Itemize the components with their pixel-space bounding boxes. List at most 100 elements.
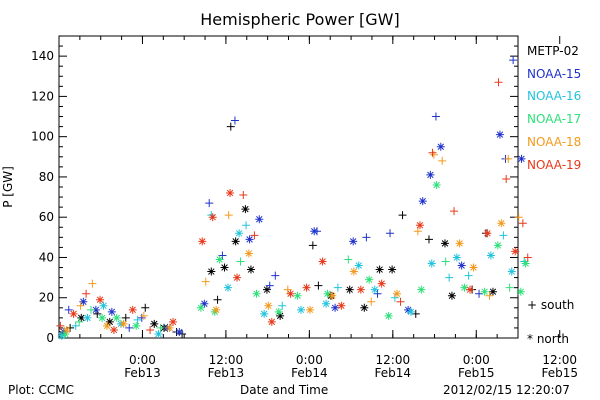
data-point <box>440 239 449 248</box>
data-point <box>244 249 253 258</box>
data-point <box>207 267 216 276</box>
data-point <box>175 327 184 336</box>
data-point <box>370 285 379 294</box>
data-point <box>415 221 424 230</box>
data-point <box>398 211 407 220</box>
series-noaa-19 <box>56 78 532 334</box>
data-point <box>483 229 492 238</box>
data-point <box>314 281 323 290</box>
data-point <box>278 301 287 310</box>
data-point <box>322 299 331 308</box>
legend-entry-noaa-19: NOAA-19 <box>527 157 582 172</box>
data-point <box>252 289 261 298</box>
axes: 0204060801001201400:00Feb1312:00Feb130:0… <box>1 35 578 380</box>
data-point <box>392 289 401 298</box>
data-point <box>99 301 108 310</box>
data-point <box>466 285 475 294</box>
data-point <box>356 285 365 294</box>
data-point <box>105 317 114 326</box>
data-point <box>141 303 150 312</box>
data-point <box>384 311 393 320</box>
data-point <box>495 130 504 139</box>
data-point <box>293 291 302 300</box>
data-point <box>413 227 422 236</box>
data-point <box>418 197 427 206</box>
data-point <box>264 301 273 310</box>
data-point <box>367 297 376 306</box>
data-point <box>137 313 146 322</box>
data-point <box>505 283 514 292</box>
data-point <box>154 329 163 338</box>
data-point <box>365 275 374 284</box>
data-point <box>507 267 516 276</box>
y-tick-label: 60 <box>39 210 54 224</box>
data-point <box>265 281 274 290</box>
data-point <box>509 56 518 65</box>
x-tick-label-time: 12:00 <box>376 353 411 367</box>
data-point <box>349 267 358 276</box>
y-tick-label: 100 <box>31 130 54 144</box>
data-point <box>71 321 80 330</box>
data-point <box>223 283 232 292</box>
data-point <box>323 289 332 298</box>
y-tick-label: 80 <box>39 170 54 184</box>
data-point <box>464 271 473 280</box>
data-point <box>213 295 222 304</box>
data-point <box>132 321 141 330</box>
data-point <box>260 309 269 318</box>
y-tick-label: 120 <box>31 89 54 103</box>
data-point <box>497 219 506 228</box>
data-point <box>56 321 65 330</box>
data-point <box>523 253 532 262</box>
data-point <box>404 305 413 314</box>
data-point <box>215 255 224 264</box>
data-point <box>107 307 116 316</box>
x-tick-label-time: 0:00 <box>296 353 323 367</box>
data-point <box>239 191 248 200</box>
data-point <box>75 317 84 326</box>
data-point <box>469 263 478 272</box>
data-point <box>271 271 280 280</box>
data-point <box>169 317 178 326</box>
data-point <box>61 329 70 338</box>
data-point <box>406 307 415 316</box>
series-metp-02 <box>58 122 497 338</box>
x-tick-label-date: Feb13 <box>124 366 161 380</box>
data-point <box>274 307 283 316</box>
data-point <box>262 285 271 294</box>
legend-entry-noaa-16: NOAA-16 <box>527 89 582 104</box>
data-point <box>475 289 484 298</box>
data-point <box>455 239 464 248</box>
data-point <box>417 285 426 294</box>
marker-legend-south: + south <box>527 298 575 312</box>
data-point <box>133 315 142 324</box>
data-point <box>373 289 382 298</box>
data-point <box>165 323 174 332</box>
data-point <box>283 285 292 294</box>
x-tick-label-time: 12:00 <box>542 353 577 367</box>
data-point <box>208 213 217 222</box>
data-point <box>499 231 508 240</box>
data-point <box>516 287 525 296</box>
data-point <box>308 241 317 250</box>
data-point <box>302 283 311 292</box>
data-point <box>112 313 121 322</box>
data-point <box>205 199 214 208</box>
data-point <box>98 313 107 322</box>
data-point <box>354 261 363 270</box>
data-point <box>337 301 346 310</box>
data-point <box>331 303 340 312</box>
data-point <box>66 323 75 332</box>
data-point <box>245 235 254 244</box>
data-point <box>226 122 235 131</box>
data-point <box>76 301 85 310</box>
data-point <box>88 279 97 288</box>
data-point <box>438 156 447 165</box>
data-point <box>212 305 221 314</box>
data-point <box>424 235 433 244</box>
x-tick-label-date: Feb13 <box>208 366 245 380</box>
data-point <box>224 211 233 220</box>
data-point <box>431 112 440 121</box>
data-point <box>218 251 227 260</box>
x-tick-label-time: 12:00 <box>209 353 244 367</box>
